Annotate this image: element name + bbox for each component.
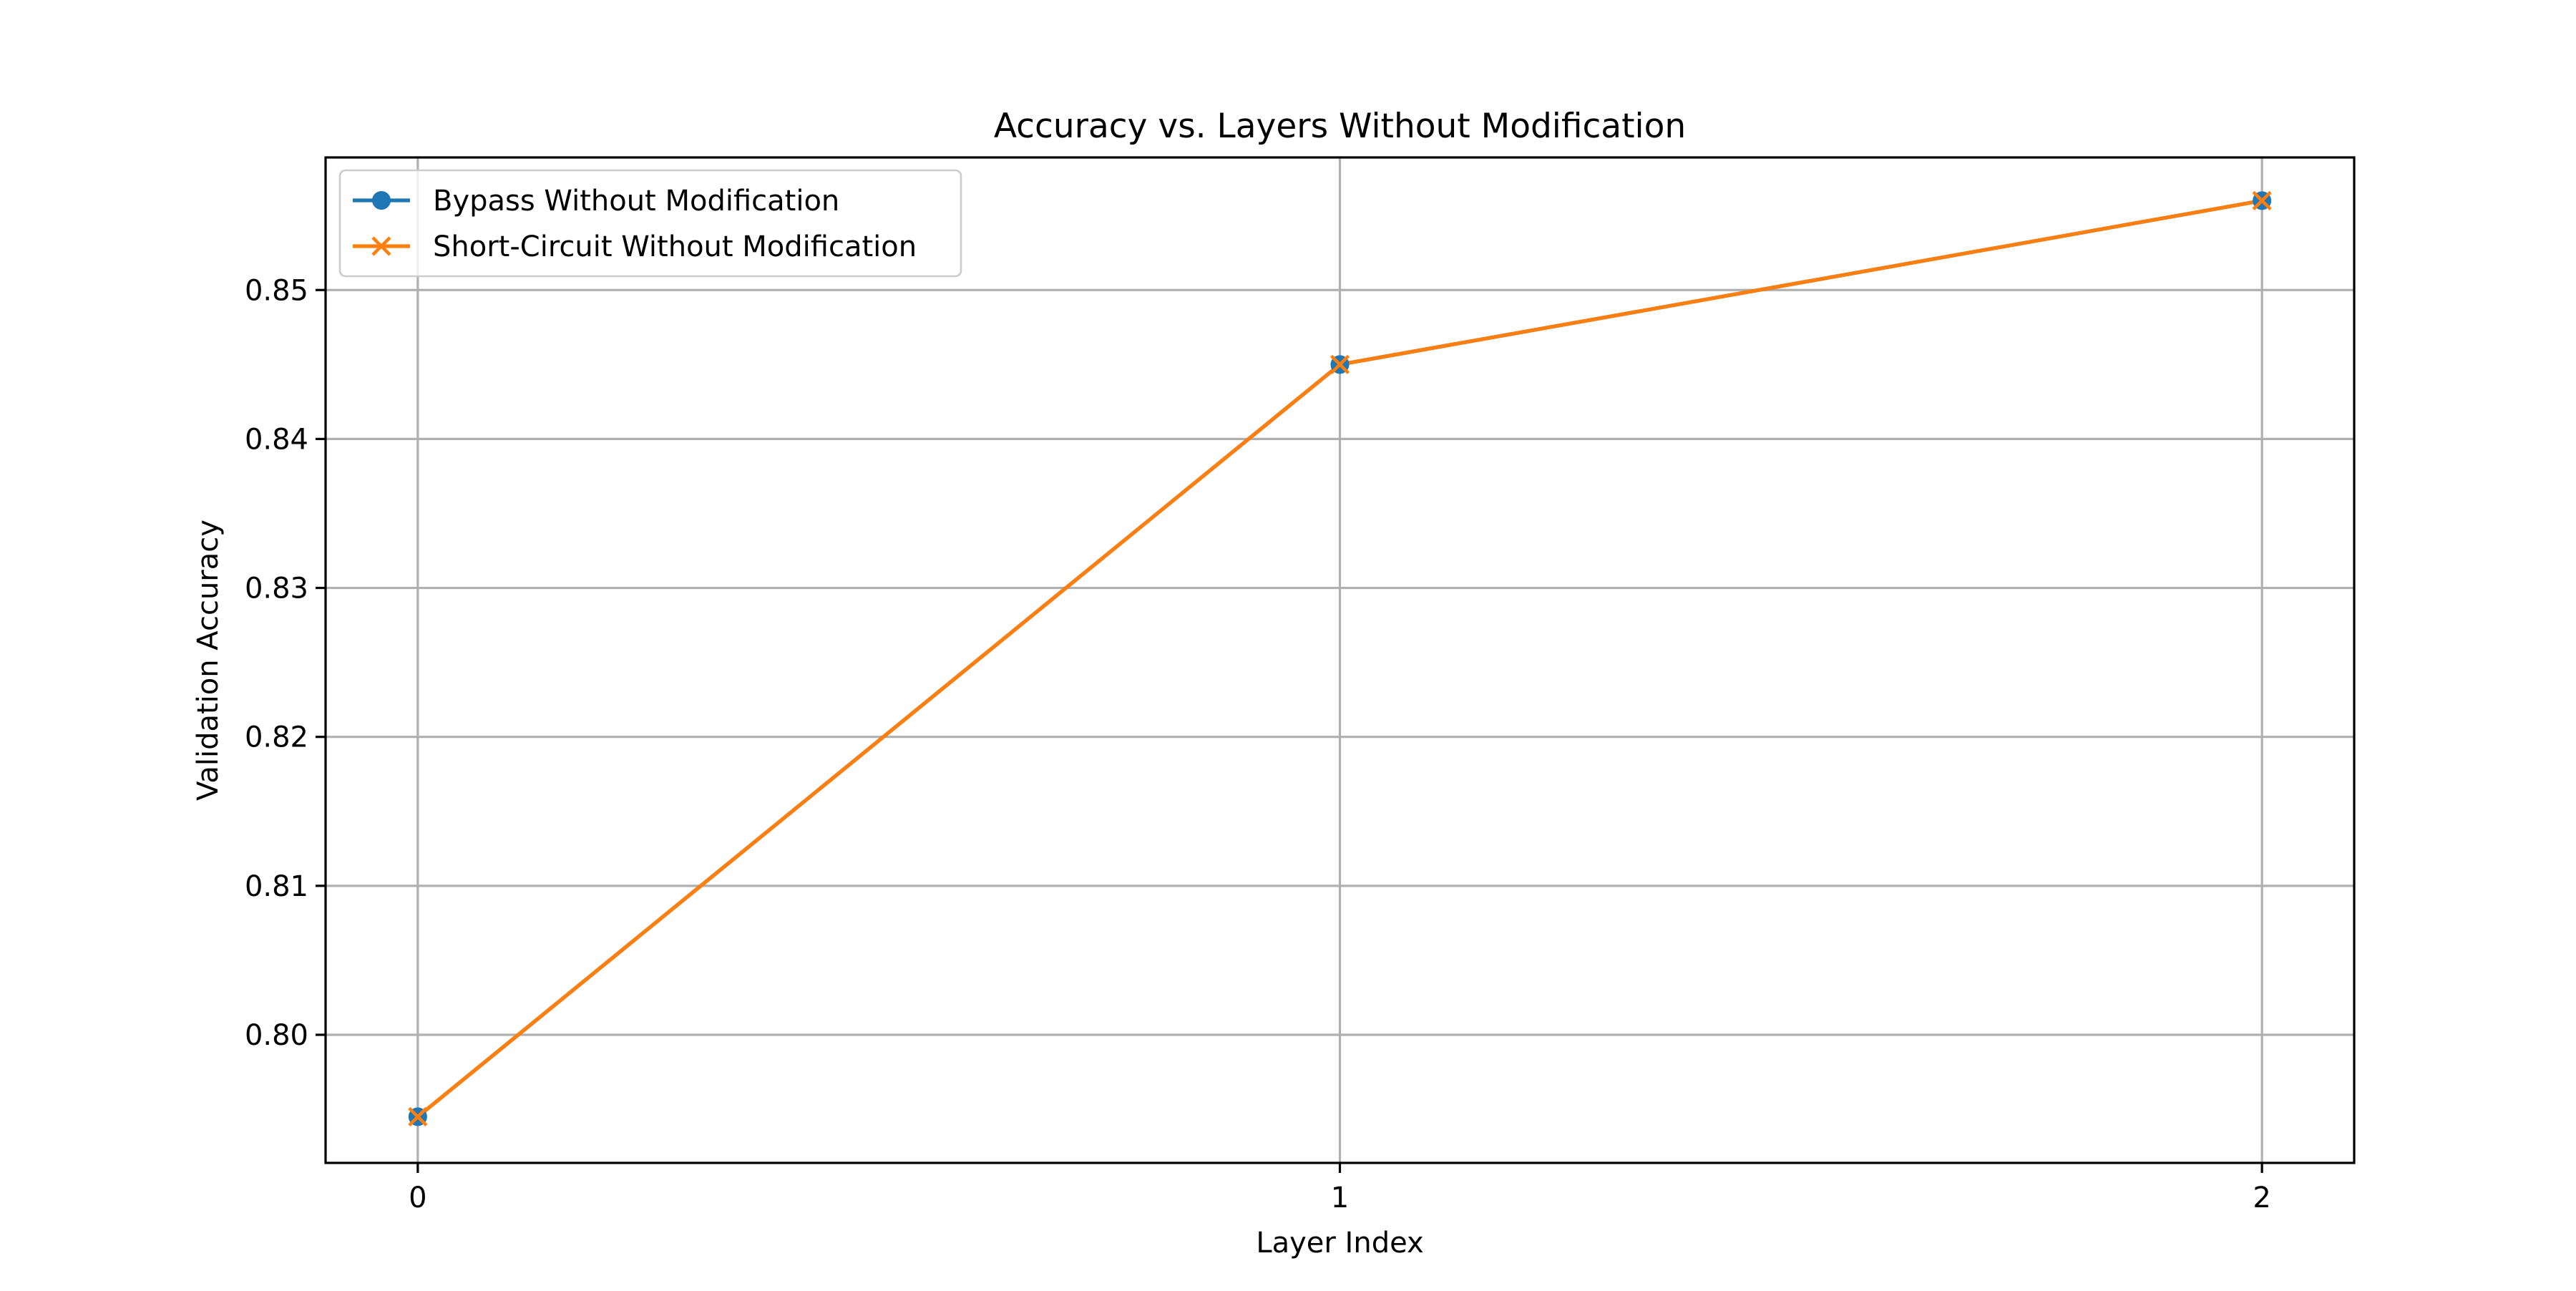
legend-swatch-marker <box>371 236 391 256</box>
y-tick-label: 0.84 <box>245 423 308 456</box>
axis-ticks: 0 1 2 0.80 0.81 0.82 0.83 0.84 0.85 <box>245 274 2271 1214</box>
y-tick-label: 0.85 <box>245 274 308 307</box>
x-tick-label: 2 <box>2253 1182 2270 1214</box>
x-tick-label: 0 <box>409 1182 426 1214</box>
legend-label: Short-Circuit Without Modification <box>433 230 917 263</box>
series-markers <box>408 190 2272 1127</box>
data-point-series-2 <box>1330 354 1350 374</box>
y-tick-label: 0.80 <box>245 1019 308 1052</box>
data-point-series-2 <box>2252 190 2272 210</box>
data-point-series-2 <box>408 1106 428 1127</box>
x-axis-label: Layer Index <box>1256 1227 1423 1260</box>
chart-title: Accuracy vs. Layers Without Modification <box>994 107 1686 146</box>
legend: Bypass Without Modification Short-Circuit… <box>338 169 962 278</box>
legend-box <box>338 169 962 278</box>
y-tick-label: 0.81 <box>245 870 308 903</box>
y-tick-label: 0.83 <box>245 573 308 605</box>
legend-swatch-marker <box>372 191 391 210</box>
y-tick-label: 0.82 <box>245 721 308 754</box>
y-axis-label: Validation Accuracy <box>192 520 225 801</box>
grid <box>326 157 2354 1163</box>
x-tick-label: 1 <box>1331 1182 1349 1214</box>
legend-label: Bypass Without Modification <box>433 185 839 218</box>
